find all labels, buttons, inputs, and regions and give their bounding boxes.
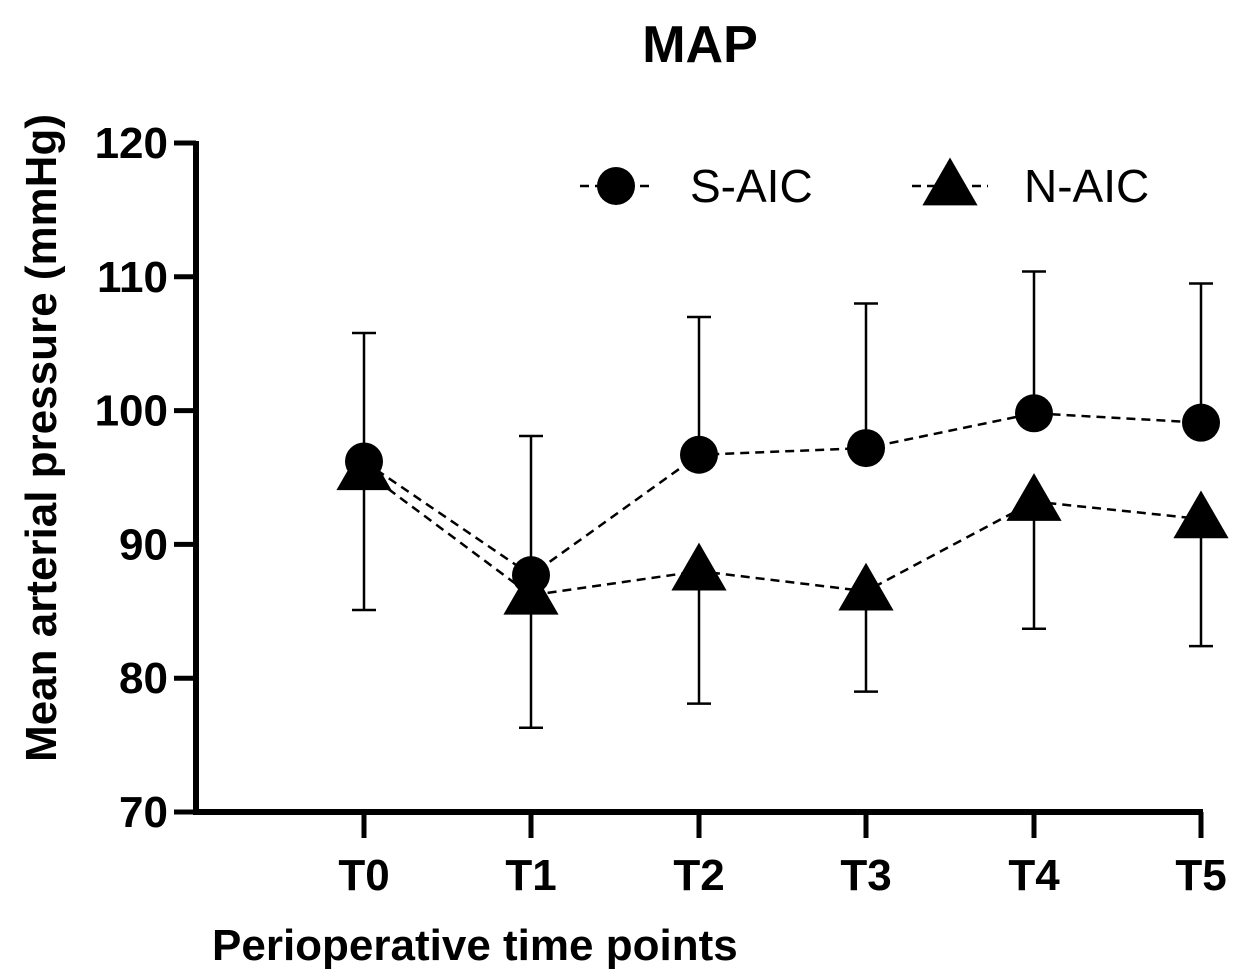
y-tick-label: 120 bbox=[95, 119, 168, 168]
x-tick-label: T0 bbox=[338, 851, 389, 900]
legend: S-AIC N-AIC bbox=[580, 157, 1149, 212]
legend-n-aic-label: N-AIC bbox=[1024, 160, 1149, 212]
y-tick-label: 90 bbox=[119, 520, 168, 569]
s-aic-point bbox=[512, 556, 550, 595]
x-axis-label: Perioperative time points bbox=[212, 921, 738, 970]
x-tick-label: T5 bbox=[1175, 851, 1226, 900]
legend-s-aic-label: S-AIC bbox=[690, 160, 813, 212]
s-aic-point bbox=[847, 429, 885, 468]
n-aic-point bbox=[671, 542, 727, 591]
s-aic-point bbox=[345, 442, 383, 481]
n-aic-series-line bbox=[363, 469, 1202, 597]
legend-n-aic-marker bbox=[922, 157, 978, 206]
s-aic-series-line bbox=[363, 412, 1202, 577]
y-tick-label: 70 bbox=[119, 788, 168, 837]
n-aic-point bbox=[838, 562, 894, 611]
s-aic-point bbox=[1015, 394, 1053, 433]
plot-area: 70 80 90 100 110 120 T0 T1 T2 T3 T4 T5 S-AIC N-AIC bbox=[95, 119, 1229, 900]
y-axis-label: Mean arterial pressure (mmHg) bbox=[17, 114, 66, 762]
y-tick-label: 80 bbox=[119, 654, 168, 703]
y-tick-label: 100 bbox=[95, 387, 168, 436]
x-tick-label: T2 bbox=[673, 851, 724, 900]
n-aic-point bbox=[1006, 473, 1062, 521]
s-aic-point bbox=[680, 435, 718, 474]
legend-s-aic-marker bbox=[597, 167, 635, 205]
s-aic-point bbox=[1182, 403, 1220, 442]
x-tick-label: T4 bbox=[1008, 851, 1060, 900]
chart-title: MAP bbox=[642, 16, 758, 74]
y-tick-label: 110 bbox=[97, 253, 168, 302]
x-tick-label: T3 bbox=[840, 851, 891, 900]
n-aic-point bbox=[1173, 490, 1229, 539]
x-tick-label: T1 bbox=[505, 851, 556, 900]
